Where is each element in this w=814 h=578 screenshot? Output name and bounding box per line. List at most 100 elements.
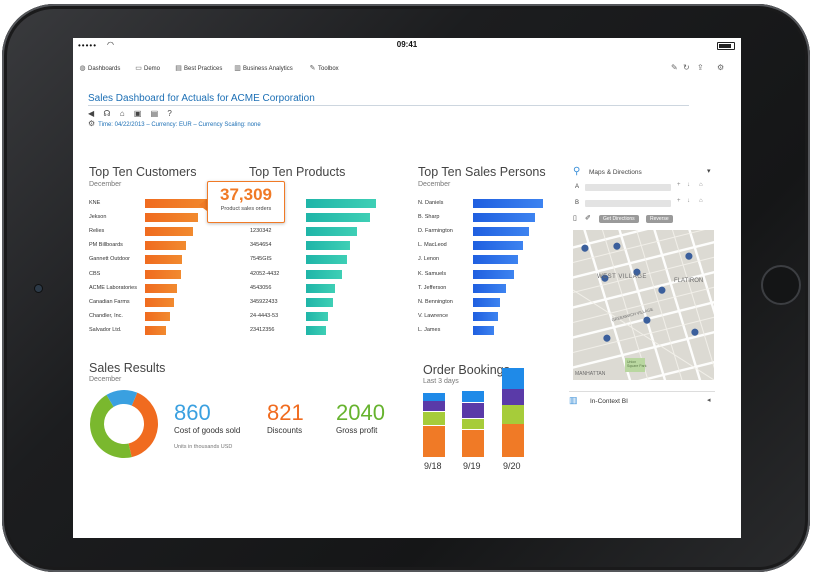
donut-chart — [89, 390, 158, 458]
row-label: D. Farmington — [418, 228, 453, 235]
stack-segment[interactable] — [462, 390, 484, 403]
reverse-button[interactable]: Reverse — [646, 215, 673, 223]
down-b-icon[interactable]: ↓ — [687, 198, 690, 204]
bar[interactable] — [306, 227, 358, 237]
help-icon[interactable]: ? — [167, 109, 172, 118]
stack-label: 9/19 — [463, 461, 481, 471]
donut-slice[interactable] — [128, 392, 158, 458]
donut-slice[interactable] — [106, 390, 138, 407]
gear-icon[interactable]: ⚙ — [88, 119, 96, 128]
nav-dashboards[interactable]: ◍ Dashboards — [79, 64, 120, 72]
nav-best-practices[interactable]: ▤ Best Practices — [175, 64, 222, 72]
stack-segment[interactable] — [462, 429, 484, 458]
bar[interactable] — [306, 311, 329, 321]
row-label: N. Daniels — [418, 200, 444, 206]
row-label: Canadian Farms — [89, 298, 130, 305]
nav-demo[interactable]: ▭ Demo — [135, 64, 160, 72]
document-icon[interactable]: ▯ — [573, 215, 577, 222]
settings-icon[interactable]: ⚙ — [717, 63, 725, 72]
svg-text:⬤: ⬤ — [643, 316, 651, 324]
bar[interactable] — [473, 297, 501, 307]
bar[interactable] — [145, 269, 182, 279]
add-a-icon[interactable]: + — [677, 182, 681, 188]
row-label: T. Jefferson — [418, 284, 447, 291]
bar[interactable] — [306, 269, 343, 279]
row-label: KNE — [89, 200, 101, 206]
bar[interactable] — [473, 311, 498, 321]
home-button[interactable] — [761, 265, 801, 305]
bar[interactable] — [145, 325, 167, 335]
nav-toolbox[interactable]: ✎ Toolbox — [309, 64, 339, 72]
share-icon[interactable]: ⇪ — [697, 63, 704, 72]
bar[interactable] — [145, 297, 174, 307]
bar[interactable] — [145, 311, 171, 321]
bar[interactable] — [473, 255, 518, 265]
maps-dropdown-icon[interactable]: ▾ — [707, 168, 711, 175]
bar[interactable] — [473, 213, 536, 223]
row-label: PM Billboards — [89, 242, 123, 249]
bar[interactable] — [145, 241, 186, 251]
bar[interactable] — [145, 255, 183, 265]
nav-business-analytics[interactable]: ▥ Business Analytics — [234, 64, 293, 72]
stack-segment[interactable] — [462, 402, 484, 419]
bar[interactable] — [145, 283, 177, 293]
bar[interactable] — [473, 227, 529, 237]
divider — [569, 391, 715, 392]
street-map[interactable]: ⬤ ⬤ ⬤ ⬤ ⬤ ⬤ ⬤ ⬤ ⬤ WEST VILLAGE FLATIRON MANHAT… — [573, 230, 714, 380]
back-icon[interactable]: ◀ — [88, 109, 95, 118]
stack-segment[interactable] — [423, 412, 445, 425]
bar[interactable] — [145, 213, 199, 223]
stack-segment[interactable] — [502, 405, 524, 424]
stack-label: 9/18 — [424, 461, 442, 471]
home-a-icon[interactable]: ⌂ — [699, 182, 703, 188]
bar[interactable] — [145, 227, 194, 237]
bar[interactable] — [306, 283, 336, 293]
stack-segment[interactable] — [423, 425, 445, 458]
kpi-value-gross-profit: 2040 — [336, 400, 385, 425]
bar[interactable] — [306, 213, 370, 223]
refresh-icon[interactable]: ↻ — [683, 63, 690, 72]
get-directions-button[interactable]: Get Directions — [599, 215, 639, 223]
kpi-value-discounts: 821 — [267, 400, 304, 425]
export-icon[interactable]: ▤ — [150, 109, 159, 118]
page-title: Sales Dashboard for Actuals for ACME Cor… — [88, 93, 315, 104]
bar[interactable] — [473, 283, 506, 293]
bar[interactable] — [473, 325, 494, 335]
bar[interactable] — [473, 269, 515, 279]
down-a-icon[interactable]: ↓ — [687, 182, 690, 188]
point-b-input[interactable] — [585, 200, 671, 207]
stack-segment[interactable] — [423, 401, 445, 412]
row-label: 1230342 — [250, 228, 272, 235]
bar[interactable] — [306, 199, 376, 208]
print-icon[interactable]: ▣ — [133, 109, 142, 118]
stack-segment[interactable] — [423, 393, 445, 401]
incontext-bi-label[interactable]: In-Context BI — [590, 398, 628, 405]
add-b-icon[interactable]: + — [677, 198, 681, 204]
context-line: ⚙ Time: 04/22/2013 – Currency: EUR – Curr… — [88, 119, 261, 128]
callout-value: 37,309 — [220, 185, 272, 204]
row-label: V. Lawrence — [418, 312, 449, 319]
bar[interactable] — [145, 199, 213, 208]
stack-segment[interactable] — [502, 367, 524, 389]
bar[interactable] — [473, 241, 523, 251]
stack-segment[interactable] — [502, 389, 524, 405]
row-label: 3454654 — [250, 242, 272, 249]
bar[interactable] — [306, 325, 326, 335]
collapse-icon[interactable]: ◂ — [707, 397, 711, 404]
home-b-icon[interactable]: ⌂ — [699, 198, 703, 204]
pin-tool-icon[interactable]: ✐ — [585, 215, 591, 222]
stack-segment[interactable] — [462, 418, 484, 430]
bar[interactable] — [306, 297, 333, 307]
bar[interactable] — [306, 241, 351, 251]
battery-icon — [717, 42, 735, 50]
home-icon[interactable]: ⌂ — [119, 109, 125, 118]
donut-slice[interactable] — [89, 394, 132, 458]
bar[interactable] — [473, 199, 543, 208]
point-a-input[interactable] — [585, 184, 671, 191]
row-label: Jekson — [89, 214, 107, 221]
kpi-label-discounts: Discounts — [267, 426, 303, 435]
bar[interactable] — [306, 255, 347, 265]
headset-icon[interactable]: ☊ — [103, 109, 111, 118]
stack-segment[interactable] — [502, 424, 524, 458]
edit-icon[interactable]: ✎ — [671, 63, 678, 72]
